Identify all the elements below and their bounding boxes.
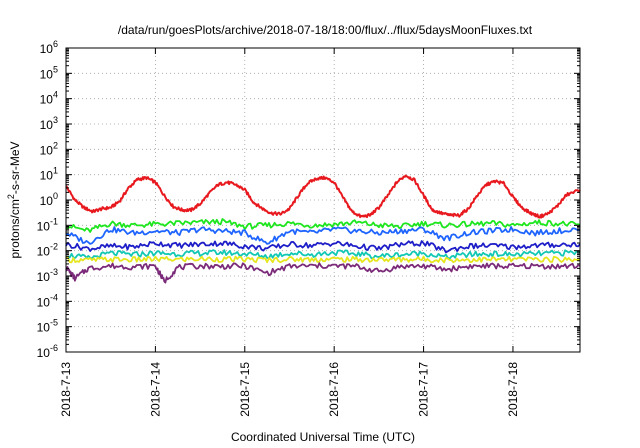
x-axis-label: Coordinated Universal Time (UTC) (231, 430, 415, 444)
series-line (65, 255, 581, 264)
y-axis-label-sup: 2 (6, 194, 16, 199)
series-line (65, 218, 581, 233)
y-tick-label: 10-3 (37, 267, 58, 284)
y-tick-label: 100 (40, 191, 58, 208)
x-tick-label: 2018-7-13 (59, 362, 73, 417)
y-tick-label: 10-6 (37, 343, 58, 360)
chart-title: /data/run/goesPlots/archive/2018-07-18/1… (118, 23, 533, 37)
series-line (65, 174, 581, 219)
x-tick-label: 2018-7-17 (417, 362, 431, 417)
y-tick-label: 105 (40, 64, 58, 81)
x-tick-label: 2018-7-18 (506, 362, 520, 417)
y-tick-labels: 10-6 10-5 10-4 10-3 10-2 10-1 100 101 102 103 104 1… (37, 39, 58, 360)
series-line (65, 249, 581, 260)
axis-ticks (65, 47, 580, 353)
data-series (65, 174, 581, 284)
y-tick-label: 101 (40, 166, 58, 183)
y-tick-label: 10-5 (37, 318, 58, 335)
y-tick-label: 104 (40, 90, 58, 107)
y-axis-label-suffix: -s-sr-MeV (8, 141, 22, 194)
x-tick-label: 2018-7-15 (238, 362, 252, 417)
x-tick-label: 2018-7-16 (327, 362, 341, 417)
y-tick-label: 10-4 (37, 292, 58, 309)
grid-lines (66, 48, 580, 352)
x-tick-labels: 2018-7-13 2018-7-14 2018-7-15 2018-7-16 2018… (59, 362, 520, 417)
series-line (65, 262, 581, 284)
y-axis-label: protons/cm2-s-sr-MeV (6, 141, 22, 258)
y-tick-label: 10-2 (37, 242, 58, 259)
series-line (65, 240, 581, 254)
y-tick-label: 10-1 (37, 216, 58, 233)
y-tick-label: 106 (40, 39, 58, 56)
y-tick-label: 102 (40, 140, 58, 157)
x-tick-label: 2018-7-14 (148, 362, 162, 417)
y-axis-label-prefix: protons/cm (8, 199, 22, 258)
y-tick-label: 103 (40, 115, 58, 132)
series-line (66, 226, 581, 245)
